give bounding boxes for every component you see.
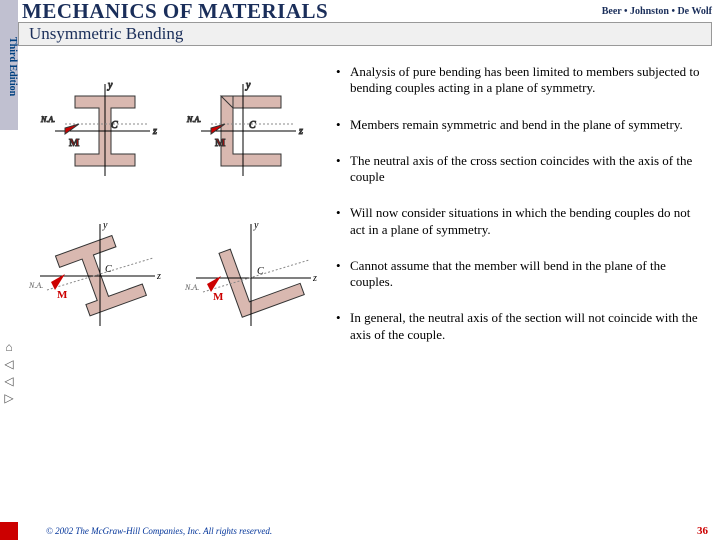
edition-tab: Third Edition <box>0 0 18 130</box>
back-icon[interactable]: ◁ <box>4 357 13 372</box>
bullet-item: Will now consider situations in which th… <box>336 205 708 238</box>
page-number: 36 <box>697 525 708 537</box>
bullet-item: Cannot assume that the member will bend … <box>336 258 708 291</box>
subtitle-bar: Unsymmetric Bending <box>18 22 712 46</box>
bullet-item: In general, the neutral axis of the sect… <box>336 310 708 343</box>
svg-text:N.A.: N.A. <box>28 281 43 290</box>
nav-icons: ⌂ ◁ ◁ ▷ <box>0 340 18 406</box>
next-icon[interactable]: ▷ <box>4 391 13 406</box>
bullet-item: The neutral axis of the cross section co… <box>336 153 708 186</box>
svg-text:y: y <box>253 220 259 231</box>
svg-text:C: C <box>257 266 264 277</box>
svg-text:z: z <box>156 271 161 282</box>
svg-text:M: M <box>213 291 224 303</box>
bullet-list: Analysis of pure bending has been limite… <box>328 56 712 522</box>
svg-text:M: M <box>57 289 68 301</box>
authors: Beer • Johnston • De Wolf <box>602 6 712 17</box>
svg-text:C: C <box>105 264 112 275</box>
ibeam-symmetric-1: y z C M N.A. <box>35 76 165 186</box>
copyright: © 2002 The McGraw-Hill Companies, Inc. A… <box>46 526 272 536</box>
svg-text:z: z <box>298 126 303 137</box>
svg-text:C: C <box>111 120 118 131</box>
book-title: MECHANICS OF MATERIALS <box>22 0 328 24</box>
svg-text:M: M <box>215 137 226 149</box>
svg-text:N.A.: N.A. <box>184 283 199 292</box>
bullet-item: Analysis of pure bending has been limite… <box>336 64 708 97</box>
bullet-item: Members remain symmetric and bend in the… <box>336 117 708 133</box>
publisher-logo <box>0 522 18 540</box>
zee-rotated-1: y z C M N.A. <box>25 216 165 336</box>
svg-text:y: y <box>102 220 108 231</box>
prev-icon[interactable]: ◁ <box>4 374 13 389</box>
content-area: y z C M N.A. y z C M N. <box>18 56 712 522</box>
footer: © 2002 The McGraw-Hill Companies, Inc. A… <box>18 522 720 540</box>
svg-text:N.A.: N.A. <box>186 115 201 124</box>
svg-text:C: C <box>249 120 256 131</box>
svg-text:y: y <box>107 80 113 91</box>
svg-text:N.A.: N.A. <box>40 115 55 124</box>
svg-text:z: z <box>312 273 317 284</box>
figure-row-2: y z C M N.A. y z C M N.A. <box>18 216 328 336</box>
figure-row-1: y z C M N.A. y z C M N. <box>18 76 328 186</box>
angle-rotated: y z C M N.A. <box>181 216 321 336</box>
home-icon[interactable]: ⌂ <box>5 340 12 355</box>
channel-symmetric: y z C M N.A. <box>181 76 311 186</box>
svg-text:M: M <box>69 137 80 149</box>
section-title: Unsymmetric Bending <box>29 24 183 44</box>
figures-column: y z C M N.A. y z C M N. <box>18 56 328 522</box>
header: MECHANICS OF MATERIALS Beer • Johnston •… <box>18 0 720 22</box>
svg-text:y: y <box>245 80 251 91</box>
svg-text:z: z <box>152 126 157 137</box>
